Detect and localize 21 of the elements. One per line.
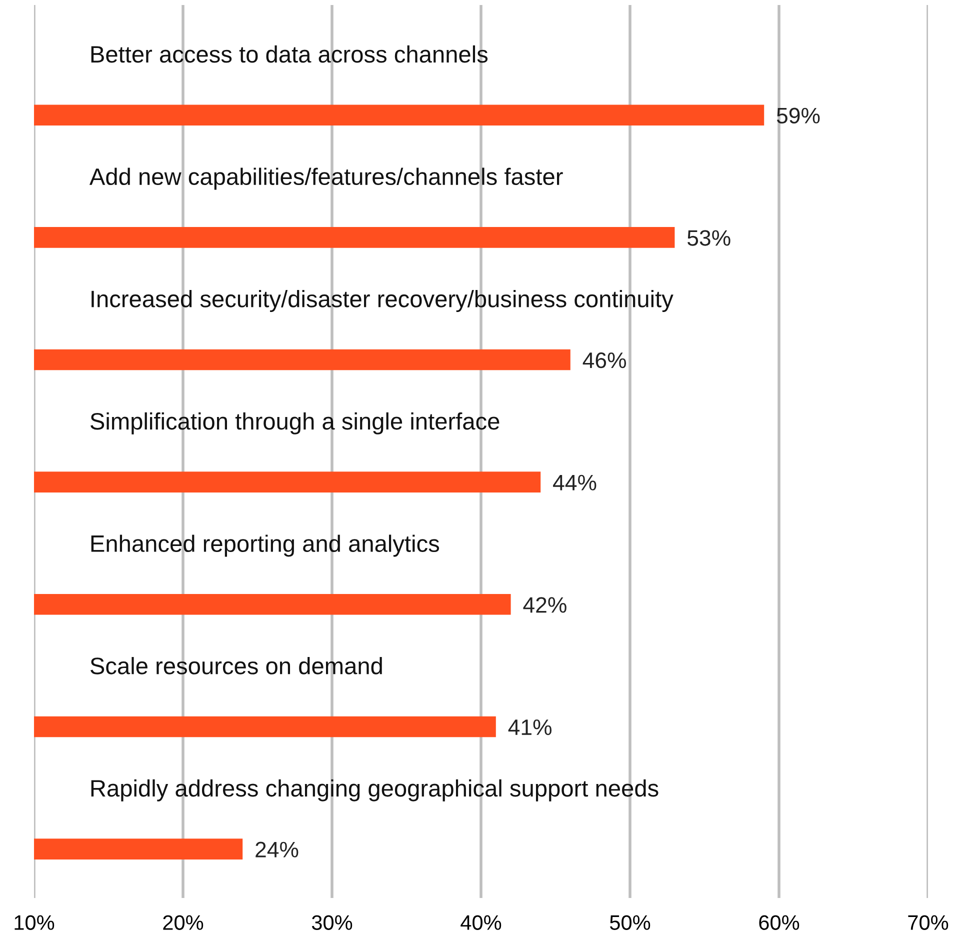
y-tick-label: Rapidly address changing geographical support needs <box>91 779 658 802</box>
data-label: 24% <box>256 842 298 858</box>
data-label: 53% <box>688 230 730 246</box>
y-tick-label: Simplification through a single interface <box>90 412 500 434</box>
x-tick-label: 30% <box>312 915 352 930</box>
y-tick-label: Better access to data across channels <box>91 45 488 63</box>
y-tick-label: Enhanced reporting and analytics <box>91 534 440 557</box>
y-tick-label: Increased security/disaster recovery/business continuity <box>92 290 674 312</box>
data-label: 41% <box>508 720 552 736</box>
x-tick-label: 70% <box>908 915 948 930</box>
x-tick-label: 40% <box>460 915 502 930</box>
x-tick-label: 20% <box>163 915 204 930</box>
data-label: 44% <box>553 474 596 490</box>
y-tick-label: Add new capabilities/features/channels faster <box>89 168 563 190</box>
data-label: 46% <box>582 352 626 368</box>
data-label: 42% <box>523 597 566 613</box>
x-tick-label: 60% <box>759 915 800 930</box>
x-tick-label: 10% <box>14 915 54 930</box>
x-tick-label: 50% <box>610 915 650 930</box>
data-label: 59% <box>776 108 820 124</box>
y-tick-label: Scale resources on demand <box>90 657 382 674</box>
